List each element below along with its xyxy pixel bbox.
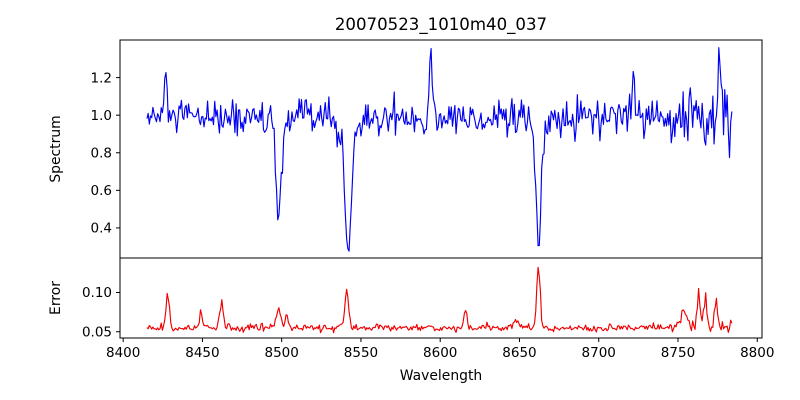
- y-tick-label: 0.05: [82, 324, 112, 340]
- ticks-layer: 8400 8450 8500 8550 8600 8650 8700 8750 8800 0.4 0…: [82, 70, 774, 361]
- y-tick-label: 0.8: [91, 145, 112, 161]
- x-tick-label: 8600: [423, 345, 457, 361]
- y-tick-label: 1.2: [91, 70, 112, 86]
- x-tick-label: 8800: [740, 345, 774, 361]
- error-panel-border: [119, 257, 763, 339]
- error-line: [146, 266, 733, 334]
- x-tick-label: 8400: [106, 345, 140, 361]
- chart-title: 20070523_1010m40_037: [335, 15, 547, 35]
- y-tick-label: 1.0: [91, 108, 112, 124]
- x-axis-label: Wavelength: [400, 368, 482, 384]
- spectrum-line: [146, 47, 733, 252]
- x-tick-label: 8650: [502, 345, 536, 361]
- x-tick-label: 8550: [344, 345, 378, 361]
- x-tick-label: 8500: [265, 345, 299, 361]
- x-tick-label: 8700: [582, 345, 616, 361]
- spectrum-y-axis-label: Spectrum: [48, 115, 64, 182]
- spectrum-panel-border: [119, 39, 763, 259]
- x-tick-label: 8750: [661, 345, 695, 361]
- error-y-axis-label: Error: [48, 281, 64, 315]
- x-tick-label: 8450: [185, 345, 219, 361]
- y-tick-label: 0.6: [91, 183, 112, 199]
- y-tick-label: 0.10: [82, 285, 112, 301]
- y-tick-label: 0.4: [91, 221, 112, 237]
